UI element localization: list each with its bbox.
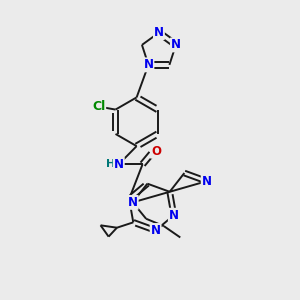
Text: N: N	[171, 38, 181, 51]
Text: N: N	[128, 196, 138, 209]
Text: Cl: Cl	[92, 100, 105, 112]
Text: N: N	[151, 224, 160, 237]
Text: O: O	[151, 145, 161, 158]
Text: N: N	[169, 209, 179, 222]
Text: H: H	[106, 159, 115, 169]
Text: N: N	[143, 58, 153, 71]
Text: N: N	[114, 158, 124, 171]
Text: N: N	[202, 175, 212, 188]
Text: N: N	[154, 26, 164, 39]
